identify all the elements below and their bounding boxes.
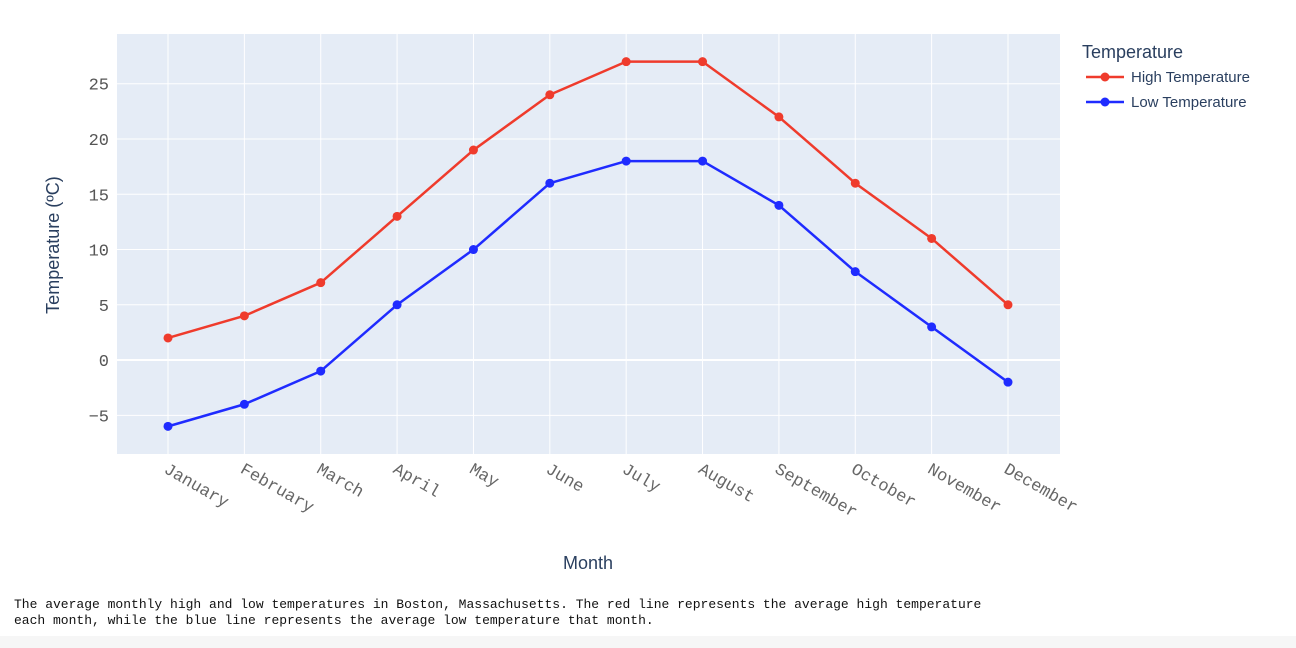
x-axis-title: Month	[563, 553, 613, 573]
y-tick-label: 5	[99, 298, 109, 317]
data-point[interactable]	[698, 57, 708, 67]
figure-caption: The average monthly high and low tempera…	[14, 597, 982, 628]
data-point[interactable]	[392, 211, 402, 221]
x-tick-label: December	[1000, 461, 1080, 518]
data-point[interactable]	[621, 156, 631, 166]
data-point[interactable]	[468, 145, 478, 155]
data-point[interactable]	[1003, 300, 1013, 310]
legend-title: Temperature	[1082, 42, 1183, 62]
data-point[interactable]	[545, 90, 555, 100]
series-layer	[163, 57, 1013, 431]
y-tick-label: 0	[99, 353, 109, 372]
data-point[interactable]	[239, 399, 249, 409]
grid-lines	[117, 34, 1060, 454]
y-tick-label: 20	[89, 132, 109, 151]
x-tick-label: February	[236, 461, 316, 518]
data-point[interactable]	[927, 322, 937, 332]
data-point[interactable]	[698, 156, 708, 166]
data-point[interactable]	[774, 200, 784, 210]
y-tick-label: −5	[89, 408, 109, 427]
data-point[interactable]	[850, 267, 860, 277]
legend-marker	[1100, 72, 1110, 82]
x-tick-label: June	[542, 461, 587, 498]
legend-label: Low Temperature	[1131, 94, 1247, 111]
data-point[interactable]	[239, 311, 249, 321]
data-point[interactable]	[1003, 377, 1013, 387]
y-axis-title: Temperature (ºC)	[43, 176, 63, 314]
legend[interactable]: Temperature High Temperature Low Temperat…	[1082, 42, 1250, 111]
x-tick-label: May	[465, 461, 501, 493]
data-point[interactable]	[392, 300, 402, 310]
data-point[interactable]	[468, 245, 478, 255]
x-tick-label: March	[313, 461, 367, 503]
data-point[interactable]	[774, 112, 784, 122]
data-point[interactable]	[927, 233, 937, 243]
legend-item[interactable]: Low Temperature	[1086, 94, 1247, 111]
legend-item[interactable]: High Temperature	[1086, 69, 1250, 86]
data-point[interactable]	[545, 178, 555, 188]
series-high-temperature	[163, 57, 1013, 343]
data-point[interactable]	[850, 178, 860, 188]
footer-bar	[0, 636, 1296, 648]
data-point[interactable]	[163, 421, 173, 431]
data-point[interactable]	[316, 366, 326, 376]
data-point[interactable]	[163, 333, 173, 343]
y-tick-label: 10	[89, 243, 109, 262]
y-tick-label: 25	[89, 77, 109, 96]
x-tick-label: November	[924, 461, 1004, 518]
x-tick-label: August	[695, 461, 758, 508]
legend-label: High Temperature	[1131, 69, 1250, 86]
series-line	[167, 60, 1009, 340]
y-tick-label: 15	[89, 187, 109, 206]
data-point[interactable]	[316, 278, 326, 288]
x-tick-label: September	[771, 461, 860, 523]
series-low-temperature	[163, 156, 1013, 431]
series-line	[167, 159, 1009, 428]
data-point[interactable]	[621, 57, 631, 67]
legend-marker	[1100, 97, 1110, 107]
plot-area	[117, 34, 1060, 454]
x-tick-label: July	[618, 461, 663, 498]
x-tick-label: April	[389, 461, 443, 503]
x-tick-label: January	[160, 461, 231, 513]
y-axis-ticks: −5 0 5 10 15 20 25	[89, 77, 109, 428]
